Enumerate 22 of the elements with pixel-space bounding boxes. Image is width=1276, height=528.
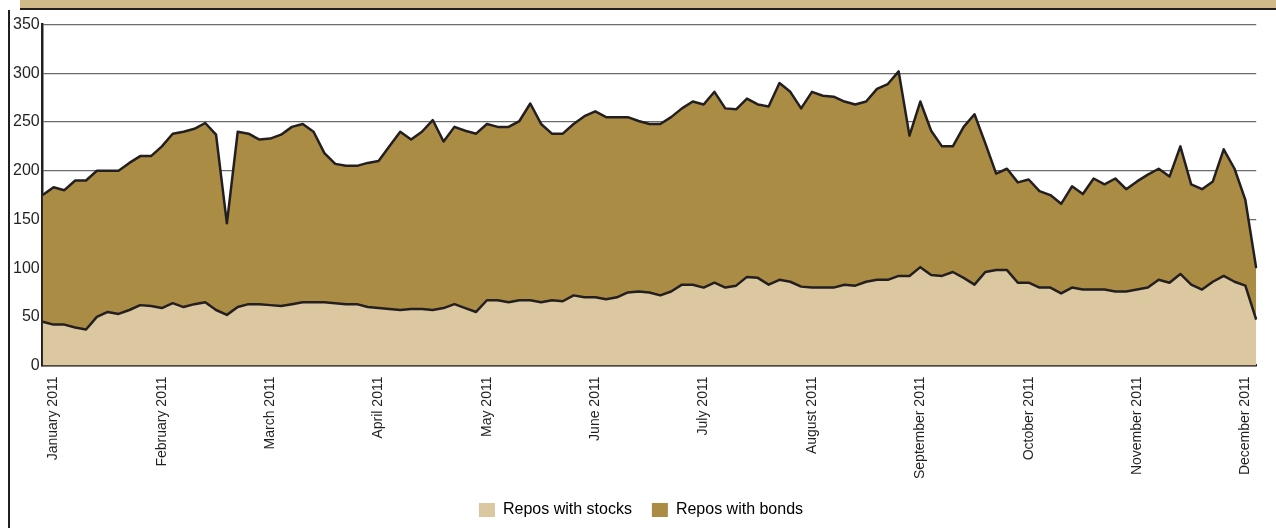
x-tick-label: June 2011 bbox=[586, 376, 603, 441]
y-tick-label: 50 bbox=[21, 307, 40, 325]
y-tick-label: 300 bbox=[12, 63, 40, 81]
legend-label: Repos with stocks bbox=[502, 500, 632, 518]
x-tick-label: February 2011 bbox=[152, 376, 169, 467]
x-tick-label: August 2011 bbox=[802, 376, 819, 455]
legend-label: Repos with bonds bbox=[675, 500, 804, 518]
x-tick-label: January 2011 bbox=[44, 376, 61, 461]
x-tick-label: September 2011 bbox=[911, 376, 928, 480]
y-tick-label: 100 bbox=[12, 258, 40, 276]
x-tick-label: March 2011 bbox=[261, 376, 278, 450]
x-tick-label: November 2011 bbox=[1127, 376, 1144, 476]
y-tick-label: 350 bbox=[12, 15, 40, 33]
x-tick-label: April 2011 bbox=[369, 376, 386, 439]
x-tick-label: July 2011 bbox=[694, 376, 711, 436]
y-tick-label: 150 bbox=[12, 209, 40, 227]
x-tick-label: May 2011 bbox=[477, 376, 494, 437]
x-tick-label: December 2011 bbox=[1236, 376, 1253, 476]
y-tick-label: 200 bbox=[12, 161, 40, 179]
y-tick-label: 0 bbox=[30, 355, 40, 373]
x-tick-label: October 2011 bbox=[1019, 376, 1036, 461]
y-tick-label: 250 bbox=[12, 112, 40, 130]
